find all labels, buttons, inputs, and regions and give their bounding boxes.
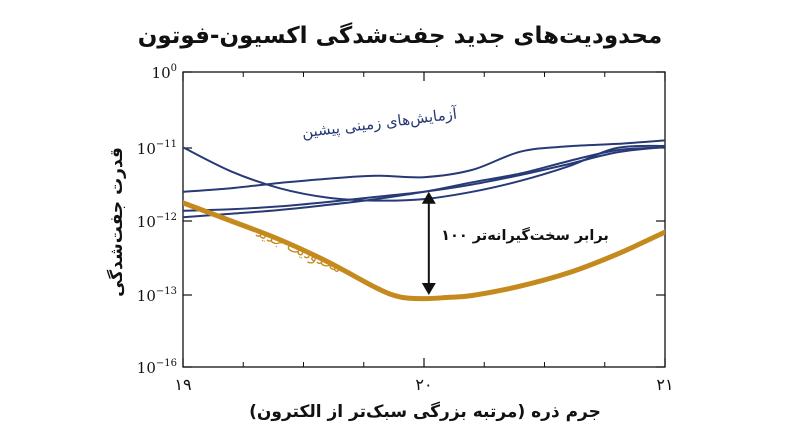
- series-line-new-limit: [183, 200, 665, 302]
- series-line-previous-4: [183, 144, 665, 202]
- y-tick-label: 10−11: [137, 139, 177, 158]
- y-tick-labels: 100 10−11 10−12 10−13 10−16: [137, 63, 177, 377]
- series-line-previous-1: [183, 139, 665, 193]
- annotation-new-limit: محدودیت جدید: [253, 222, 345, 276]
- x-tick-labels: ۱۹ ۲۰ ۲۱: [174, 375, 673, 394]
- x-tick-label: ۲۱: [656, 375, 673, 394]
- y-tick-label: 10−12: [137, 212, 177, 231]
- improvement-arrow: [421, 191, 436, 295]
- annotation-previous-experiments: آزمایش‌های زمینی پیشین: [301, 105, 459, 143]
- y-tick-label: 10−13: [137, 286, 177, 305]
- x-tick-label: ۲۰: [415, 375, 432, 394]
- y-tick-label: 100: [152, 63, 177, 82]
- arrow-head-up: [421, 191, 436, 204]
- data-series: [183, 139, 665, 302]
- x-tick-label: ۱۹: [174, 375, 191, 394]
- y-axis-label: قدرت جفت‌شدگی: [106, 147, 127, 297]
- x-axis-label: جرم ذره (مرتبه بزرگی سبک‌تر از الکترون): [249, 401, 601, 422]
- annotation-100x-stricter: ۱۰۰ برابر سخت‌گیرانه‌تر: [441, 226, 609, 244]
- chart-title: محدودیت‌های جدید جفت‌شدگی اکسیون-فوتون: [138, 22, 663, 49]
- arrow-head-down: [421, 283, 436, 295]
- series-line-previous-3: [183, 146, 665, 219]
- y-tick-label: 10−16: [137, 358, 177, 377]
